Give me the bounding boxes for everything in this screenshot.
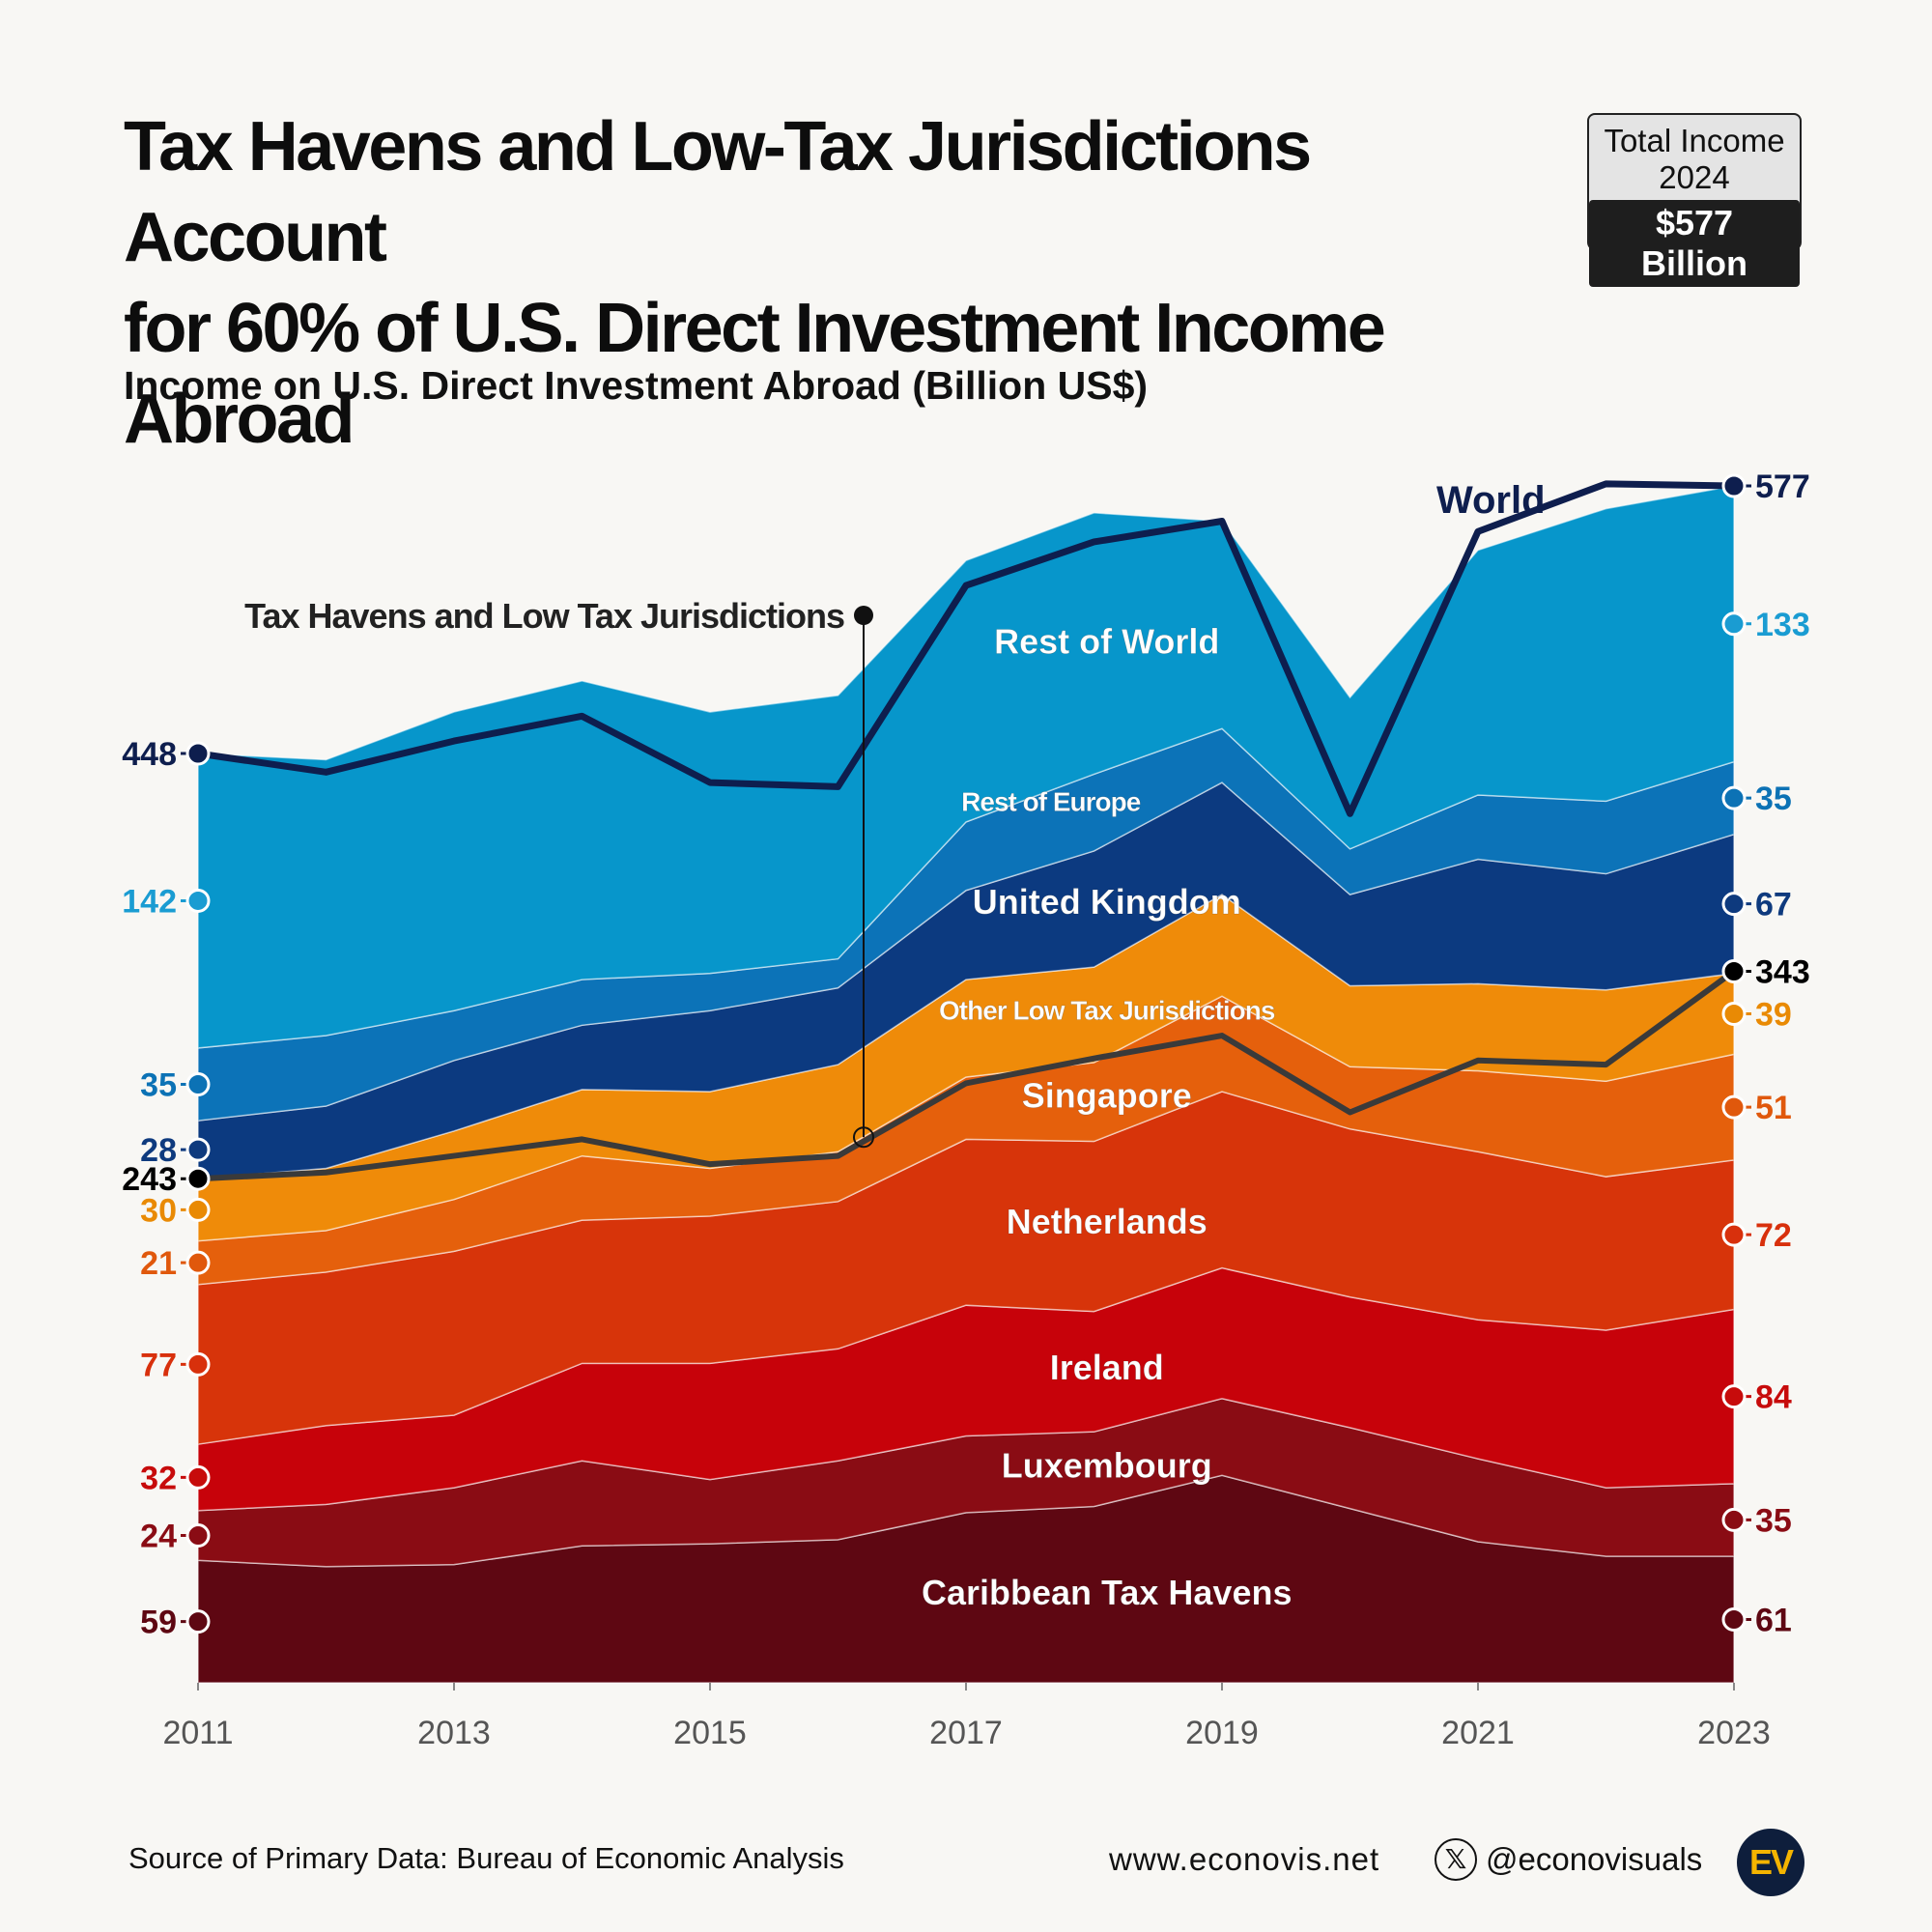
end-marker-tax-havens-dot	[1721, 958, 1747, 983]
end-marker-luxembourg-label: 35	[1755, 1502, 1792, 1539]
badge-line-1: Total Income	[1604, 123, 1785, 158]
start-marker-world-label: 448	[122, 736, 177, 773]
start-marker-caribbean-tax-havens-label: 59	[140, 1605, 177, 1641]
start-marker-rest-of-world-dot	[185, 888, 211, 913]
start-marker-united-kingdom-label: 28	[140, 1132, 177, 1169]
end-marker-other-low-tax-jurisdictions-label: 39	[1755, 996, 1792, 1033]
start-marker-other-low-tax-jurisdictions-label: 30	[140, 1192, 177, 1229]
end-marker-tax-havens-label: 343	[1755, 953, 1810, 990]
start-marker-luxembourg-label: 24	[140, 1519, 177, 1555]
area-label-other-low-tax-jurisdictions: Other Low Tax Jurisdictions	[939, 995, 1275, 1025]
start-marker-rest-of-europe-label: 35	[140, 1067, 177, 1104]
x-tick-label-2019: 2019	[1185, 1715, 1259, 1751]
econovis-logo: EV	[1737, 1829, 1804, 1896]
end-marker-other-low-tax-jurisdictions-dot	[1721, 1001, 1747, 1026]
start-marker-netherlands-label: 77	[140, 1347, 177, 1383]
chart-title: Tax Havens and Low-Tax Jurisdictions Acc…	[124, 101, 1495, 465]
end-marker-rest-of-europe-label: 35	[1755, 781, 1792, 817]
end-marker-singapore-label: 51	[1755, 1090, 1792, 1126]
area-label-rest-of-europe: Rest of Europe	[961, 786, 1141, 816]
end-marker-caribbean-tax-havens-dot	[1721, 1607, 1747, 1633]
x-tick-label-2017: 2017	[929, 1715, 1003, 1751]
footer-website-link[interactable]: www.econovis.net	[1109, 1841, 1380, 1877]
title-line-2: for 60% of U.S. Direct Investment Income…	[124, 290, 1386, 458]
badge-value: $577 Billion	[1589, 200, 1800, 287]
end-marker-netherlands-label: 72	[1755, 1217, 1792, 1254]
start-marker-ireland-dot	[185, 1464, 211, 1490]
area-label-united-kingdom: United Kingdom	[973, 882, 1241, 922]
start-marker-united-kingdom-dot	[185, 1137, 211, 1162]
end-marker-singapore-dot	[1721, 1094, 1747, 1120]
tax-havens-total-line	[197, 969, 1736, 1182]
x-tick-label-2013: 2013	[417, 1715, 491, 1751]
footer-handle-link[interactable]: @econovisuals	[1486, 1841, 1703, 1877]
start-marker-singapore-label: 21	[140, 1245, 177, 1282]
area-rest-of-world	[197, 485, 1735, 1049]
badge-line-2: 2024	[1659, 159, 1730, 195]
x-tick-label-2011: 2011	[162, 1715, 233, 1751]
chart-subtitle: Income on U.S. Direct Investment Abroad …	[124, 363, 1149, 408]
start-marker-singapore-dot	[185, 1250, 211, 1275]
start-marker-ireland-label: 32	[140, 1460, 177, 1496]
start-marker-rest-of-world-label: 142	[122, 883, 177, 920]
end-marker-united-kingdom-label: 67	[1755, 887, 1792, 923]
area-label-luxembourg: Luxembourg	[1002, 1445, 1212, 1485]
start-marker-tax-havens-label: 243	[122, 1161, 177, 1198]
end-marker-rest-of-world-label: 133	[1755, 607, 1810, 643]
total-income-badge: Total Income 2024 $577 Billion	[1587, 113, 1802, 287]
start-marker-world-dot	[185, 741, 211, 766]
area-label-netherlands: Netherlands	[1007, 1202, 1208, 1241]
world-total-line	[197, 480, 1735, 817]
end-marker-rest-of-europe-dot	[1721, 785, 1747, 810]
world-series-label: World	[1436, 479, 1546, 522]
tax-havens-callout-dot	[854, 606, 873, 625]
start-marker-caribbean-tax-havens-dot	[185, 1609, 211, 1634]
end-marker-rest-of-world-dot	[1721, 611, 1747, 637]
start-marker-rest-of-europe-dot	[185, 1072, 211, 1096]
x-logo-icon: 𝕏	[1435, 1838, 1477, 1881]
end-marker-ireland-dot	[1721, 1384, 1747, 1409]
title-line-1: Tax Havens and Low-Tax Jurisdictions Acc…	[124, 108, 1312, 276]
x-tick-label-2021: 2021	[1441, 1715, 1515, 1751]
tax-havens-callout-ring	[853, 1126, 874, 1149]
x-tick-label-2023: 2023	[1697, 1715, 1771, 1751]
start-marker-other-low-tax-jurisdictions-dot	[185, 1197, 211, 1222]
start-marker-luxembourg-dot	[185, 1523, 211, 1548]
start-marker-tax-havens-dot	[185, 1166, 211, 1191]
end-marker-world-label: 577	[1755, 469, 1810, 505]
end-marker-ireland-label: 84	[1755, 1379, 1792, 1416]
end-marker-united-kingdom-dot	[1721, 892, 1747, 917]
end-marker-luxembourg-dot	[1721, 1507, 1747, 1532]
area-label-ireland: Ireland	[1050, 1348, 1164, 1387]
area-label-rest-of-world: Rest of World	[994, 621, 1219, 661]
end-marker-caribbean-tax-havens-label: 61	[1755, 1603, 1792, 1639]
area-label-caribbean-tax-havens: Caribbean Tax Havens	[922, 1573, 1292, 1612]
start-marker-netherlands-dot	[185, 1351, 211, 1377]
end-marker-world-dot	[1721, 473, 1747, 498]
footer-source: Source of Primary Data: Bureau of Econom…	[128, 1841, 844, 1875]
area-label-singapore: Singapore	[1022, 1076, 1192, 1116]
x-tick-label-2015: 2015	[673, 1715, 747, 1751]
tax-havens-callout-label: Tax Havens and Low Tax Jurisdictions	[244, 596, 844, 636]
end-marker-netherlands-dot	[1721, 1222, 1747, 1247]
